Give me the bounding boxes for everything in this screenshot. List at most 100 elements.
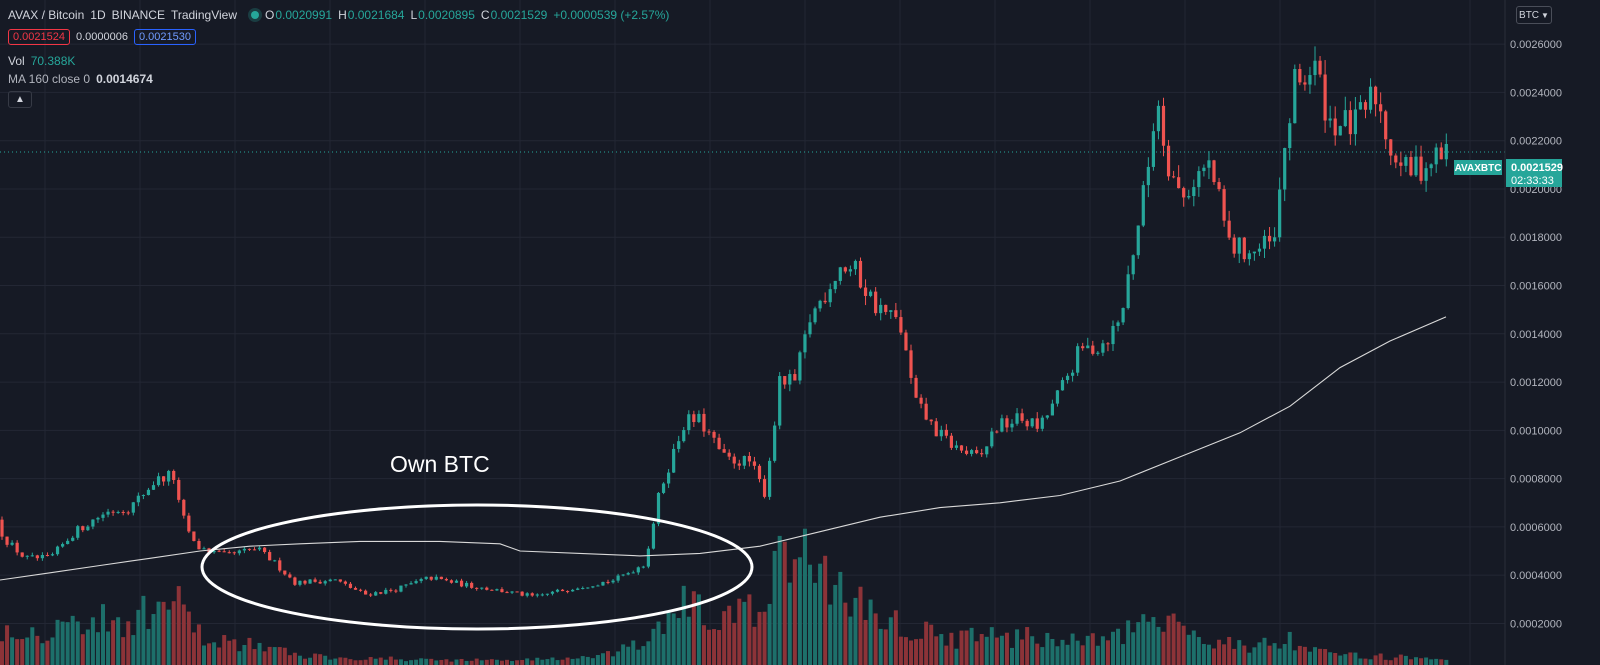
volume-bar <box>1035 643 1040 665</box>
candle <box>1318 56 1322 78</box>
volume-bar <box>823 555 828 665</box>
y-tick-label: 0.0002000 <box>1510 618 1562 630</box>
volume-bar <box>85 629 90 665</box>
volume-bar <box>323 655 328 665</box>
candle-body <box>1368 86 1373 110</box>
candle-body <box>1136 225 1140 256</box>
candle-body <box>1394 155 1398 163</box>
candle-body <box>1353 109 1357 135</box>
price-axis[interactable]: 0.0002000 0.0004000 0.0006000 0.0008000 0.00… <box>1504 0 1600 665</box>
candle <box>525 592 529 598</box>
candle <box>1242 236 1246 263</box>
volume-bar <box>25 637 30 665</box>
volume-bar <box>454 659 459 665</box>
candle-body <box>1126 274 1130 309</box>
volume-bar <box>202 645 206 665</box>
candle-body <box>470 582 474 588</box>
candle-body <box>823 300 827 303</box>
candle-body <box>242 548 246 551</box>
candle <box>894 302 898 319</box>
volume-bar <box>1111 631 1115 665</box>
volume-bar <box>1020 639 1025 665</box>
candle <box>1379 92 1383 123</box>
ma-label: MA 160 close 0 <box>8 72 91 86</box>
candle <box>914 374 918 399</box>
volume-bar <box>50 637 55 665</box>
candle <box>778 372 782 430</box>
candle <box>86 524 90 531</box>
high-value: 0.0021684 <box>347 8 405 22</box>
candle-body <box>540 594 544 596</box>
volume-bar <box>1201 643 1206 665</box>
volume-bar <box>903 637 908 665</box>
candle-body <box>636 567 640 573</box>
candle-body <box>1384 111 1388 140</box>
candle-body <box>308 579 312 584</box>
candle-body <box>515 591 519 593</box>
candle-body <box>550 591 555 594</box>
candle <box>1055 390 1060 407</box>
candle <box>1161 97 1166 157</box>
collapse-legend-button[interactable]: ▲ <box>8 91 32 108</box>
candle-body <box>1106 343 1110 345</box>
candle-body <box>626 573 630 575</box>
interval[interactable]: 1D <box>90 8 106 22</box>
candle-body <box>328 579 332 582</box>
volume-bar <box>45 640 50 665</box>
candle <box>939 425 943 441</box>
candle-body <box>273 560 277 562</box>
candle-body <box>237 550 241 554</box>
candle <box>576 587 580 591</box>
candle <box>1348 101 1352 145</box>
volume-bar <box>772 550 777 665</box>
candle <box>869 289 873 298</box>
volume-bar <box>717 630 722 665</box>
currency-button[interactable]: BTC ▼ <box>1516 6 1552 24</box>
volume-bar <box>550 657 555 665</box>
volume-bar <box>641 646 646 665</box>
candle-body <box>843 267 847 272</box>
candle-body <box>1313 60 1317 76</box>
candle-body <box>631 572 635 574</box>
candle <box>1000 414 1004 433</box>
candle <box>591 586 595 589</box>
bid-button[interactable]: 0.0021524 <box>8 29 70 45</box>
volume-bar <box>1010 647 1014 665</box>
volume-bar <box>707 629 711 665</box>
candle <box>863 279 868 306</box>
candle-body <box>429 576 433 580</box>
volume-bar <box>434 660 439 665</box>
volume-bar <box>954 648 959 665</box>
candle-body <box>187 515 191 532</box>
candle <box>732 453 736 469</box>
symbol-name[interactable]: AVAX / Bitcoin <box>8 8 85 22</box>
candle <box>1338 125 1342 136</box>
candle <box>500 587 504 593</box>
candle-body <box>1096 352 1100 354</box>
candle-body <box>889 310 893 312</box>
volume-bar <box>1398 654 1403 665</box>
candle-body <box>91 519 95 527</box>
candle-body <box>1141 185 1145 226</box>
low-value: 0.0020895 <box>418 8 475 22</box>
candle <box>76 524 80 540</box>
candle <box>712 430 716 444</box>
candle <box>1192 179 1196 207</box>
candle-body <box>1348 110 1352 135</box>
candle-body <box>651 523 656 549</box>
volume-bar <box>474 658 479 665</box>
candle <box>1081 342 1085 351</box>
volume-bar <box>1095 645 1100 665</box>
volume-bar <box>1030 636 1035 665</box>
candle <box>1308 66 1312 94</box>
volume-bar <box>1141 614 1146 665</box>
ask-button[interactable]: 0.0021530 <box>134 29 196 45</box>
volume-bar <box>1217 639 1222 665</box>
candle-body <box>475 587 479 589</box>
volume-bar <box>303 658 307 665</box>
volume-bar <box>909 640 913 665</box>
candle-body <box>1005 418 1009 428</box>
candle <box>1025 419 1029 431</box>
